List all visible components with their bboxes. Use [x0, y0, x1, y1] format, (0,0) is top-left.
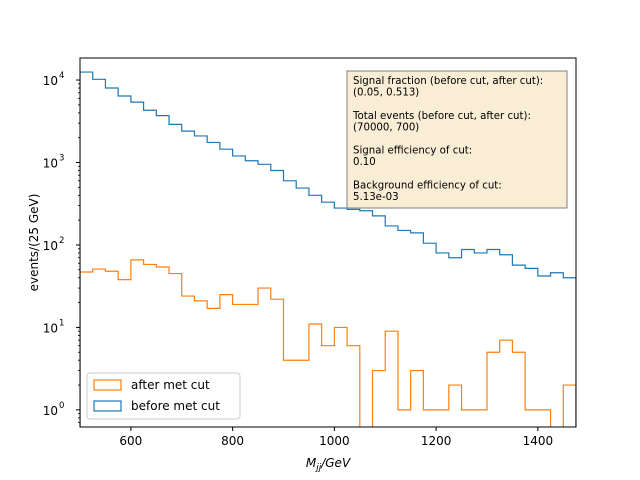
x-tick-label: 600 [119, 434, 142, 448]
series-before-met-cut [80, 71, 576, 427]
annotation-line: 5.13e-03 [353, 192, 399, 203]
annotation-line: (70000, 700) [353, 122, 419, 133]
x-tick-label: 1200 [421, 434, 452, 448]
x-axis-label: Mjj/GeV [306, 456, 351, 473]
histogram-layer [80, 71, 576, 427]
legend-label: after met cut [131, 378, 210, 392]
y-tick-exponent: 1 [59, 318, 64, 328]
annotation-frame [346, 70, 568, 209]
y-tick-label: 10 [43, 156, 58, 170]
annotation-line: Signal fraction (before cut, after cut): [353, 76, 543, 87]
annotation-line: Signal efficiency of cut: [353, 146, 472, 157]
y-tick-exponent: 3 [59, 153, 64, 163]
x-tick-label: 800 [221, 434, 244, 448]
x-tick-label: 1400 [523, 434, 554, 448]
annotation-line: (0.05, 0.513) [353, 88, 419, 99]
annotation-box: Signal fraction (before cut, after cut):… [346, 70, 568, 209]
legend: after met cut before met cut [86, 372, 241, 420]
y-tick-label: 10 [43, 239, 58, 253]
y-tick-exponent: 0 [59, 401, 64, 411]
legend-frame [86, 372, 241, 420]
axes-frame [79, 57, 577, 428]
annotation-line: Background efficiency of cut: [353, 180, 502, 191]
legend-swatch [93, 400, 122, 412]
series-after-met-cut [80, 259, 576, 427]
annotation-line: Total events (before cut, after cut): [352, 111, 531, 122]
x-tick-label: 1000 [319, 434, 350, 448]
y-tick-label: 10 [43, 321, 58, 335]
y-tick-exponent: 2 [59, 236, 64, 246]
y-tick-label: 10 [43, 74, 58, 88]
legend-swatch [93, 379, 122, 391]
y-tick-exponent: 4 [59, 71, 64, 81]
legend-label: before met cut [131, 399, 220, 413]
y-axis-label: events/(25 GeV) [27, 194, 41, 292]
y-tick-label: 10 [43, 404, 58, 418]
annotation-line: 0.10 [353, 157, 376, 168]
